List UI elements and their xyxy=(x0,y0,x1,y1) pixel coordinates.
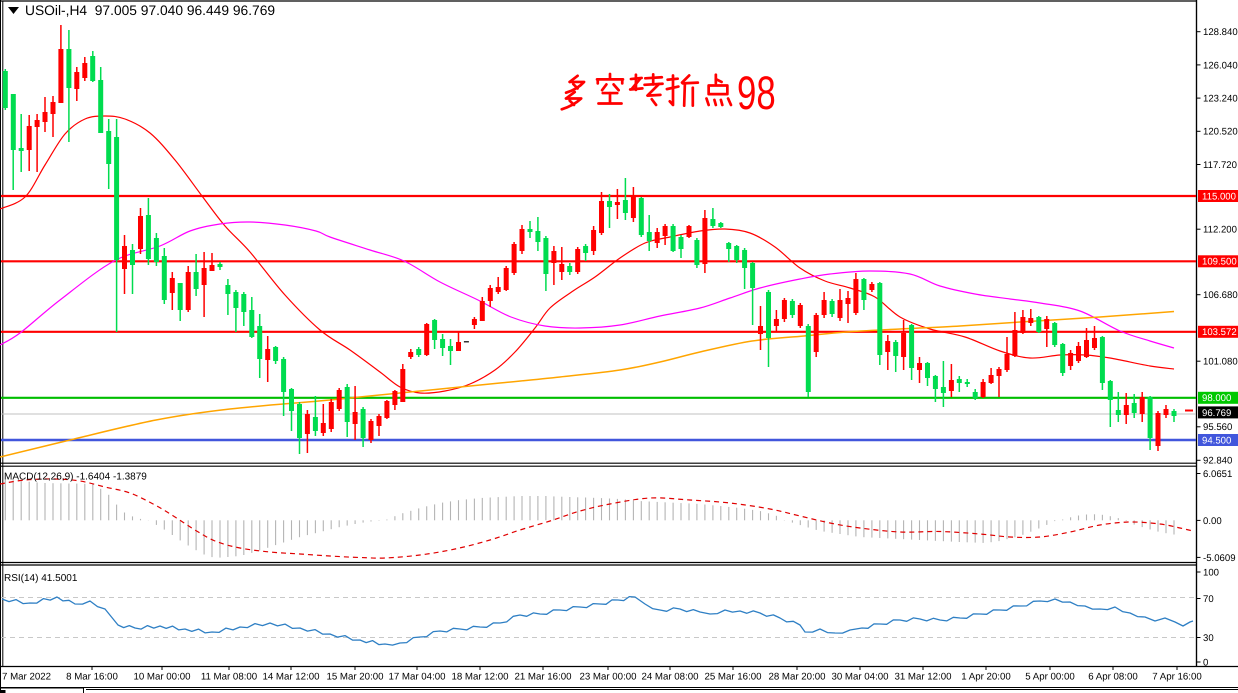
svg-text:101.080: 101.080 xyxy=(1203,357,1238,368)
svg-text:24 Mar 08:00: 24 Mar 08:00 xyxy=(641,672,699,683)
svg-text:109.500: 109.500 xyxy=(1202,257,1237,268)
svg-text:30: 30 xyxy=(1203,633,1214,644)
svg-text:128.840: 128.840 xyxy=(1203,27,1238,38)
svg-text:0.00: 0.00 xyxy=(1203,516,1222,527)
svg-text:103.572: 103.572 xyxy=(1202,327,1237,338)
svg-text:117.720: 117.720 xyxy=(1203,160,1237,171)
svg-text:5 Apr 00:00: 5 Apr 00:00 xyxy=(1025,672,1075,683)
svg-text:70: 70 xyxy=(1203,594,1214,605)
svg-text:USOil-,H4 97.005 97.040 96.44: USOil-,H4 97.005 97.040 96.449 96.769 xyxy=(25,3,275,18)
svg-text:10 Mar 00:00: 10 Mar 00:00 xyxy=(133,672,191,683)
svg-text:92.840: 92.840 xyxy=(1203,456,1232,467)
svg-text:8 Mar 16:00: 8 Mar 16:00 xyxy=(66,672,118,683)
svg-text:28 Mar 20:00: 28 Mar 20:00 xyxy=(768,672,826,683)
svg-text:11 Mar 08:00: 11 Mar 08:00 xyxy=(201,672,258,683)
svg-text:123.240: 123.240 xyxy=(1203,94,1238,105)
svg-text:1 Apr 20:00: 1 Apr 20:00 xyxy=(961,672,1011,683)
svg-text:15 Mar 20:00: 15 Mar 20:00 xyxy=(326,672,384,683)
svg-text:126.040: 126.040 xyxy=(1203,60,1238,71)
svg-text:17 Mar 04:00: 17 Mar 04:00 xyxy=(388,672,446,683)
svg-text:-5.0609: -5.0609 xyxy=(1203,553,1236,564)
svg-text:18 Mar 12:00: 18 Mar 12:00 xyxy=(451,672,509,683)
svg-text:94.500: 94.500 xyxy=(1202,435,1231,446)
svg-text:14 Mar 12:00: 14 Mar 12:00 xyxy=(262,672,320,683)
svg-text:95.560: 95.560 xyxy=(1203,422,1232,433)
svg-text:RSI(14) 41.5001: RSI(14) 41.5001 xyxy=(4,573,78,584)
svg-text:MACD(12,26,9) -1.6404 -1.3879: MACD(12,26,9) -1.6404 -1.3879 xyxy=(4,472,147,483)
svg-text:7 Apr 16:00: 7 Apr 16:00 xyxy=(1152,672,1202,683)
svg-text:0: 0 xyxy=(1203,657,1208,668)
svg-text:98: 98 xyxy=(737,66,776,119)
svg-text:112.200: 112.200 xyxy=(1203,225,1237,236)
svg-text:21 Mar 16:00: 21 Mar 16:00 xyxy=(514,672,572,683)
svg-text:106.680: 106.680 xyxy=(1203,290,1238,301)
svg-text:98.000: 98.000 xyxy=(1202,393,1231,404)
svg-text:120.520: 120.520 xyxy=(1203,127,1238,138)
svg-text:115.000: 115.000 xyxy=(1202,191,1236,202)
svg-text:6.0651: 6.0651 xyxy=(1203,469,1232,480)
svg-text:6 Apr 08:00: 6 Apr 08:00 xyxy=(1088,672,1138,683)
svg-text:96.769: 96.769 xyxy=(1202,408,1231,419)
svg-text:7 Mar 2022: 7 Mar 2022 xyxy=(2,672,51,683)
svg-text:100: 100 xyxy=(1203,567,1219,578)
svg-text:25 Mar 16:00: 25 Mar 16:00 xyxy=(704,672,762,683)
svg-text:23 Mar 00:00: 23 Mar 00:00 xyxy=(579,672,637,683)
svg-text:31 Mar 12:00: 31 Mar 12:00 xyxy=(894,672,952,683)
svg-text:30 Mar 04:00: 30 Mar 04:00 xyxy=(831,672,889,683)
